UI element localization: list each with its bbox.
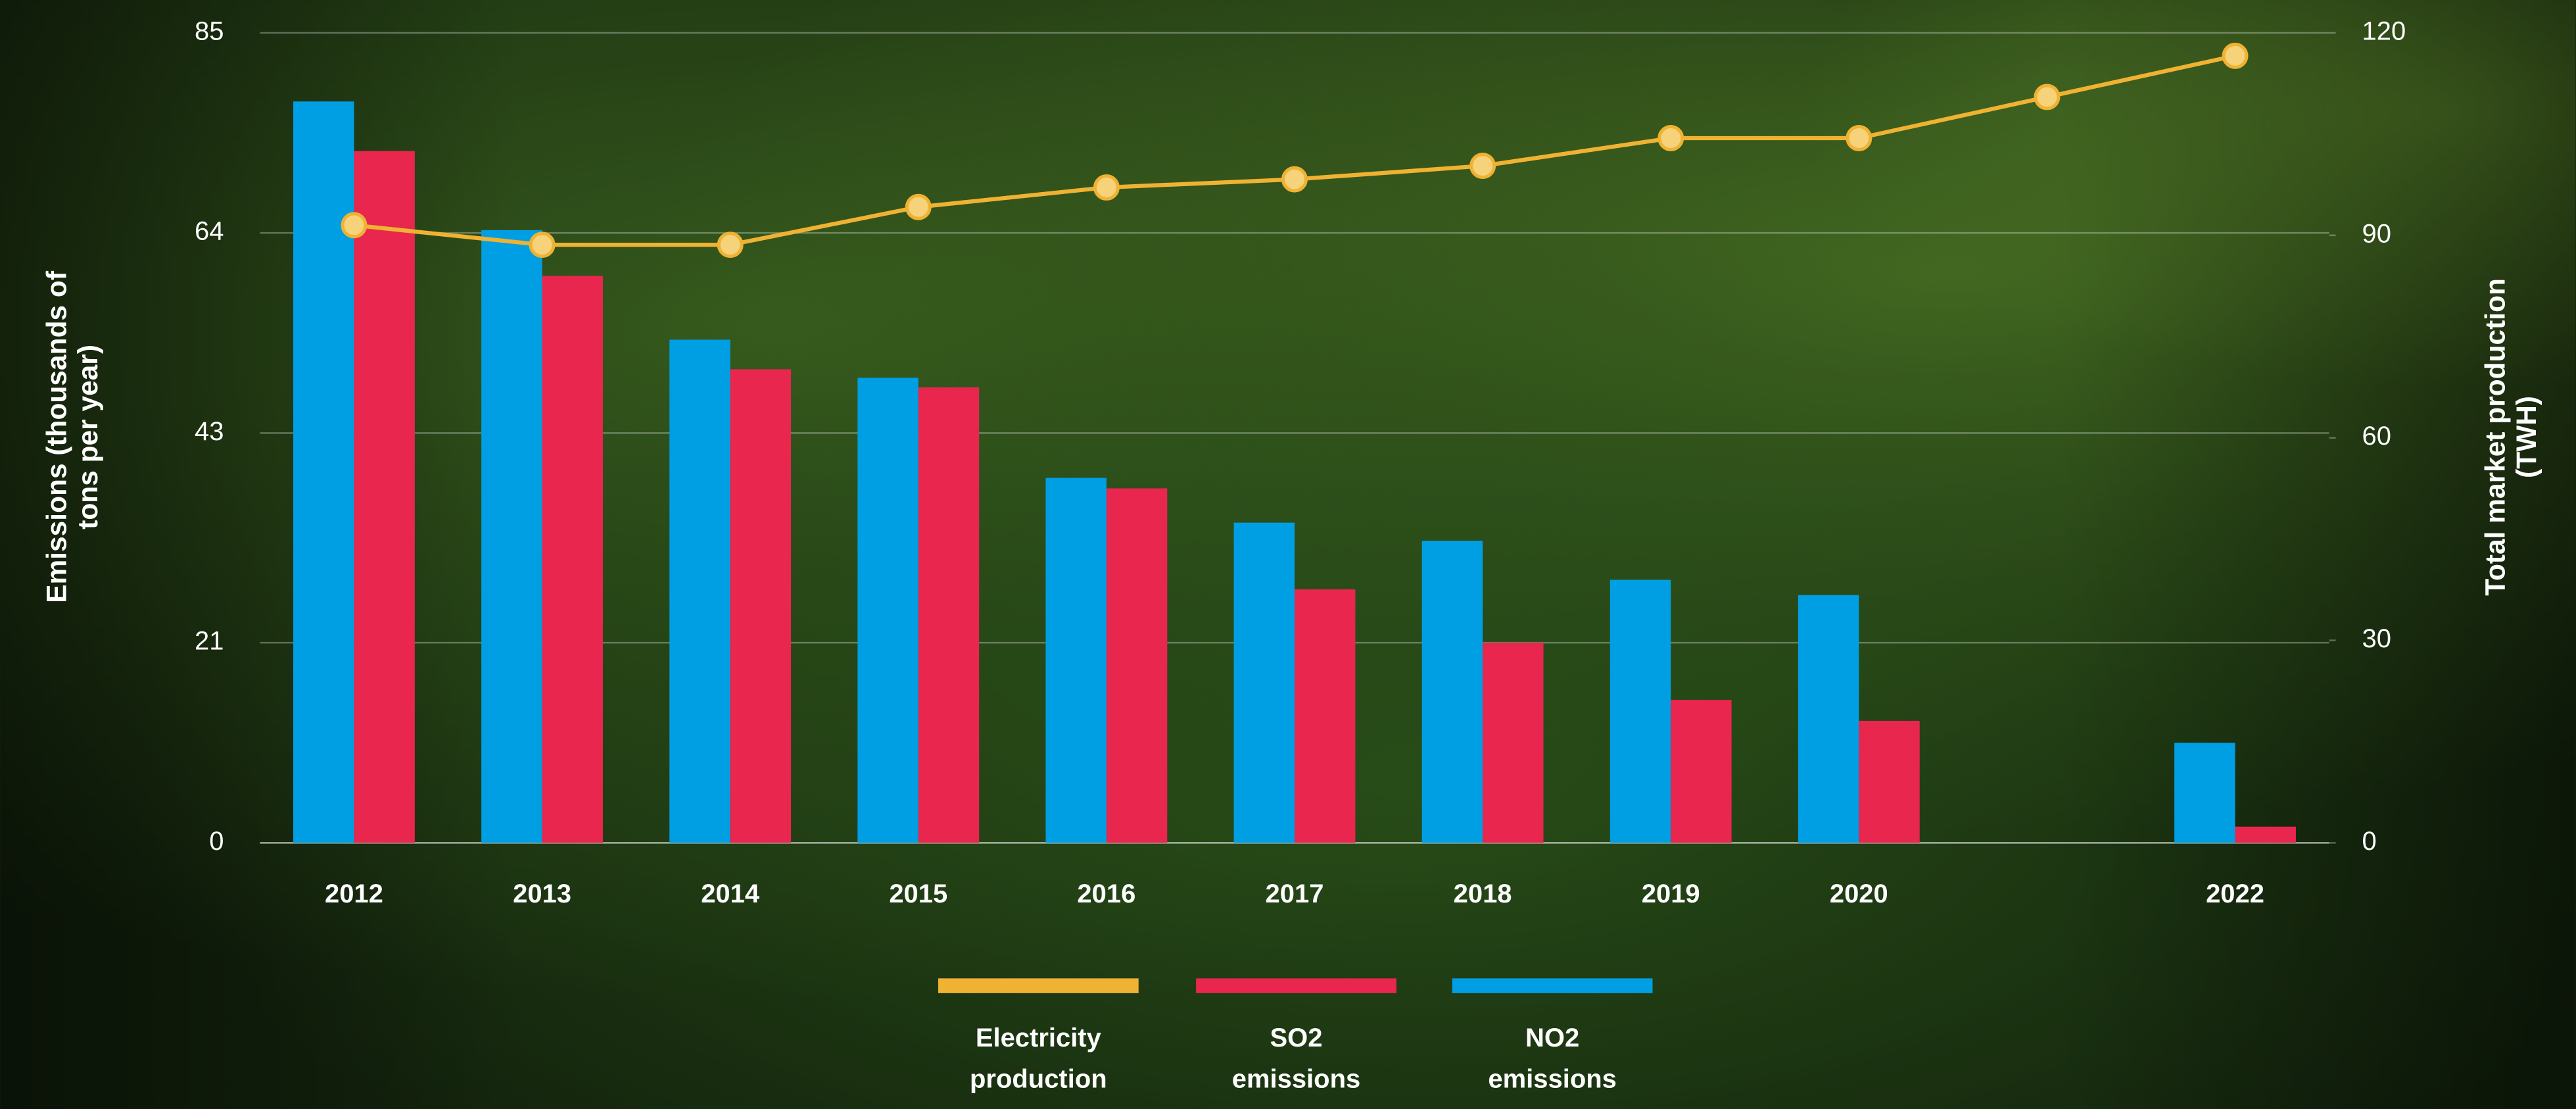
bar [1859,720,1920,843]
bar [730,369,792,843]
legend-label: Electricity production [970,1023,1107,1093]
x-tick-label: 2015 [889,879,947,908]
line-point [1093,174,1120,201]
legend-label: NO2 emissions [1488,1023,1616,1093]
bar [2174,743,2235,843]
bar [918,387,980,843]
bar [1421,541,1483,843]
y-axis-title: Emissions (thousands oftons per year) [41,270,103,603]
line-point [1469,153,1496,180]
bar [1671,700,1732,843]
line-point [2222,42,2249,69]
bar [857,378,918,843]
bar [669,339,730,843]
x-tick-label: 2020 [1830,879,1888,908]
x-tick-label: 2012 [325,879,383,908]
text-line: Electricity [976,1023,1101,1052]
text-line: (TWH) [2511,396,2542,478]
text-line: tons per year) [72,345,103,530]
line-point [1281,166,1308,193]
bar [1483,643,1544,843]
line-point [717,232,744,259]
line-point [2034,84,2061,111]
bar [354,151,415,843]
y2-tick-label: 0 [2362,827,2377,856]
bar [542,276,603,843]
y2-tick-label: 120 [2362,17,2406,46]
text-line: Total market production [2480,278,2511,596]
bar [1045,478,1107,843]
y-tick-label: 64 [195,217,224,246]
line-point [529,232,556,259]
text-line: Emissions (thousands of [41,270,72,603]
bar [1610,579,1671,843]
legend-label: SO2 emissions [1232,1023,1360,1093]
bar [1798,595,1859,843]
text-line: emissions [1488,1064,1616,1093]
text-line: SO2 [1270,1023,1323,1052]
line-point [1846,125,1872,152]
x-tick-label: 2018 [1454,879,1512,908]
bar [293,101,354,843]
x-tick-label: 2013 [513,879,571,908]
text-line: emissions [1232,1064,1360,1093]
y2-axis-title: Total market production(TWH) [2480,278,2542,596]
x-tick-label: 2019 [1642,879,1700,908]
y2-tick-label: 60 [2362,422,2391,451]
line-point [905,193,932,220]
bar [1106,488,1168,843]
x-tick-label: 2016 [1077,879,1135,908]
x-tick-label: 2014 [701,879,759,908]
bar [1294,589,1356,843]
bar [2235,826,2296,843]
x-tick-label: 2022 [2206,879,2264,908]
bar [481,230,542,843]
x-tick-label: 2017 [1266,879,1324,908]
bar [1233,522,1295,843]
line-point [341,212,368,239]
y-tick-label: 43 [195,417,224,446]
text-line: NO2 [1525,1023,1579,1052]
text-line: production [970,1064,1107,1093]
y-tick-label: 0 [209,827,224,856]
y2-tick-label: 90 [2362,219,2391,248]
y2-tick-label: 30 [2362,624,2391,653]
y-tick-label: 21 [195,627,224,656]
y-tick-label: 85 [195,17,224,46]
line-point [1658,125,1684,152]
